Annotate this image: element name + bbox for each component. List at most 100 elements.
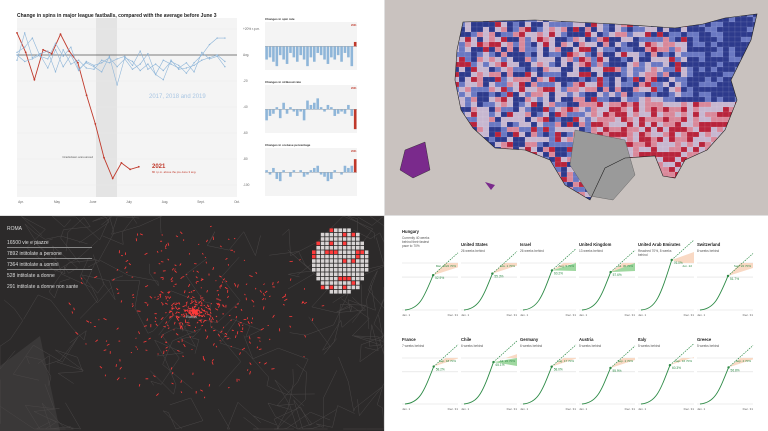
- inset-cell: [316, 250, 320, 254]
- county: [506, 61, 514, 68]
- street-dot: [175, 235, 179, 238]
- county: [518, 171, 526, 178]
- street-dot: [263, 283, 265, 286]
- county: [554, 36, 562, 43]
- county: [578, 14, 586, 18]
- county: [455, 21, 460, 28]
- county: [464, 141, 472, 148]
- street-dot: [264, 298, 267, 300]
- county: [698, 76, 706, 83]
- inset-cell: [347, 276, 351, 281]
- county: [536, 101, 544, 108]
- county: [632, 101, 640, 108]
- street-dot: [157, 353, 159, 355]
- county: [500, 156, 508, 163]
- county: [680, 31, 688, 38]
- county: [548, 26, 556, 33]
- mini-bar: [278, 109, 282, 119]
- street-dot: [165, 321, 168, 324]
- county: [704, 96, 712, 103]
- county: [596, 16, 604, 23]
- vaccination-curve: [522, 270, 553, 311]
- county: [674, 96, 682, 103]
- county: [662, 96, 670, 103]
- street-dot: [205, 261, 207, 264]
- county: [632, 36, 640, 43]
- county: [644, 136, 652, 143]
- county: [578, 41, 586, 48]
- county: [656, 151, 664, 158]
- point-past: [108, 62, 111, 64]
- behind-pace-area: [610, 358, 635, 369]
- county: [632, 156, 640, 163]
- county: [476, 136, 484, 143]
- county: [548, 56, 556, 63]
- county: [524, 51, 532, 58]
- county: [746, 81, 754, 88]
- county: [662, 31, 670, 38]
- street-dot: [188, 283, 191, 288]
- county: [692, 46, 700, 53]
- county: [728, 51, 736, 58]
- point-past: [185, 72, 188, 74]
- county: [543, 202, 549, 207]
- point-past: [208, 58, 211, 60]
- county: [656, 16, 664, 23]
- county: [704, 46, 712, 53]
- county: [704, 56, 712, 63]
- county: [603, 202, 609, 207]
- inset-cell: [338, 272, 342, 276]
- inset-cell: [334, 259, 338, 263]
- county: [524, 121, 532, 128]
- county: [680, 81, 688, 88]
- county: [602, 101, 610, 108]
- street-dot: [304, 301, 307, 305]
- county: [692, 61, 700, 68]
- county: [500, 146, 508, 153]
- street-dot: [119, 359, 121, 362]
- x-tick: June: [90, 200, 97, 204]
- street-dot: [126, 271, 128, 273]
- point-past: [108, 55, 111, 57]
- county: [464, 81, 472, 88]
- county: [752, 76, 757, 83]
- county: [644, 101, 652, 108]
- county: [584, 96, 592, 103]
- street-dot: [166, 324, 169, 327]
- county: [458, 91, 466, 98]
- county: [638, 14, 646, 18]
- county: [458, 191, 466, 198]
- county: [566, 121, 574, 128]
- county: [560, 91, 568, 98]
- inset-cell: [347, 272, 351, 276]
- county: [614, 106, 622, 113]
- county: [698, 156, 706, 163]
- county: [638, 126, 646, 133]
- county: [506, 46, 514, 53]
- street-dot: [219, 245, 222, 248]
- x-tick-end: Dec. 31: [566, 407, 577, 411]
- x-tick: Apr.: [18, 200, 24, 204]
- county: [500, 91, 508, 98]
- street-dot: [153, 272, 156, 274]
- mini-bar: [336, 109, 340, 114]
- county: [566, 171, 574, 178]
- county: [512, 161, 520, 168]
- point-past: [16, 54, 18, 56]
- inset-cell: [364, 250, 369, 254]
- county: [650, 36, 658, 43]
- street-dot: [256, 346, 259, 349]
- county: [471, 202, 477, 207]
- county: [626, 111, 634, 118]
- street-dot: [238, 323, 241, 327]
- county: [524, 181, 532, 188]
- county: [464, 121, 472, 128]
- county: [674, 41, 682, 48]
- county: [455, 196, 460, 200]
- county: [650, 16, 658, 23]
- county: [614, 111, 622, 118]
- county: [482, 146, 490, 153]
- projection-line: [610, 345, 636, 369]
- county: [554, 111, 562, 118]
- county: [470, 176, 478, 183]
